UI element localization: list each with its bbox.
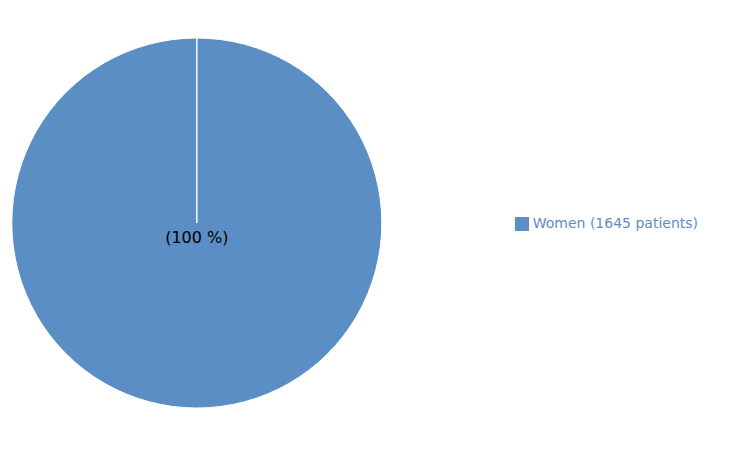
html-text:Women (1645 patients): Women (1645 patients) — [532, 215, 698, 231]
svg-text:(100 %): (100 %) — [165, 228, 228, 247]
